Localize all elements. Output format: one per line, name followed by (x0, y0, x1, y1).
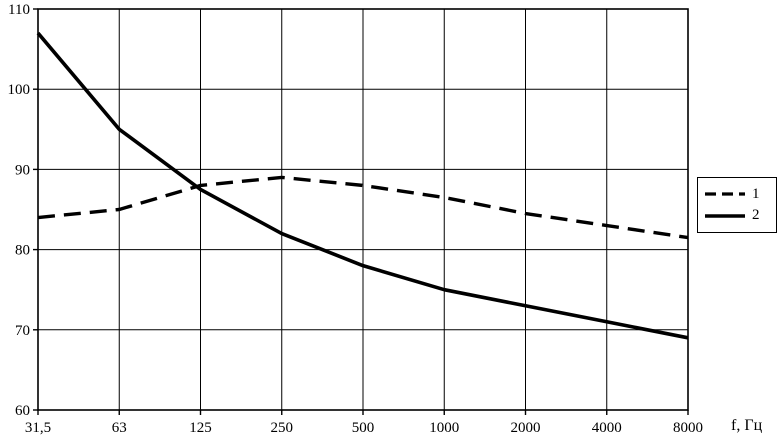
y-tick-label: 70 (15, 323, 30, 339)
series-line-2 (36, 31, 689, 340)
legend-label-series-2: 2 (752, 207, 760, 224)
legend-label-series-1: 1 (752, 185, 760, 202)
plot-border (37, 8, 689, 411)
y-tick-label: 90 (15, 162, 30, 178)
legend-item-series-1: 1 (704, 185, 772, 202)
y-tick-label: 80 (15, 243, 30, 259)
series-line-1 (37, 175, 689, 240)
x-axis-title: f, Гц (731, 417, 763, 434)
x-tick-label: 1000 (429, 420, 459, 436)
legend-item-series-2: 2 (704, 208, 772, 223)
x-tick-label: 31,5 (25, 420, 51, 436)
y-tick-label: 100 (8, 82, 31, 98)
y-tick-label: 60 (15, 403, 30, 419)
solid-line-sample (705, 214, 745, 218)
x-tick-label: 125 (189, 420, 212, 436)
x-tick-label: 500 (352, 420, 375, 436)
x-tick-label: 2000 (511, 420, 541, 436)
x-tick-label: 4000 (592, 420, 622, 436)
x-tick-label: 250 (271, 420, 294, 436)
legend: 1 2 (697, 177, 777, 233)
x-tick-label: 63 (112, 420, 127, 436)
dashed-line-sample (705, 192, 745, 196)
x-tick-label: 8000 (673, 420, 703, 436)
y-tick-label: 110 (8, 2, 30, 18)
